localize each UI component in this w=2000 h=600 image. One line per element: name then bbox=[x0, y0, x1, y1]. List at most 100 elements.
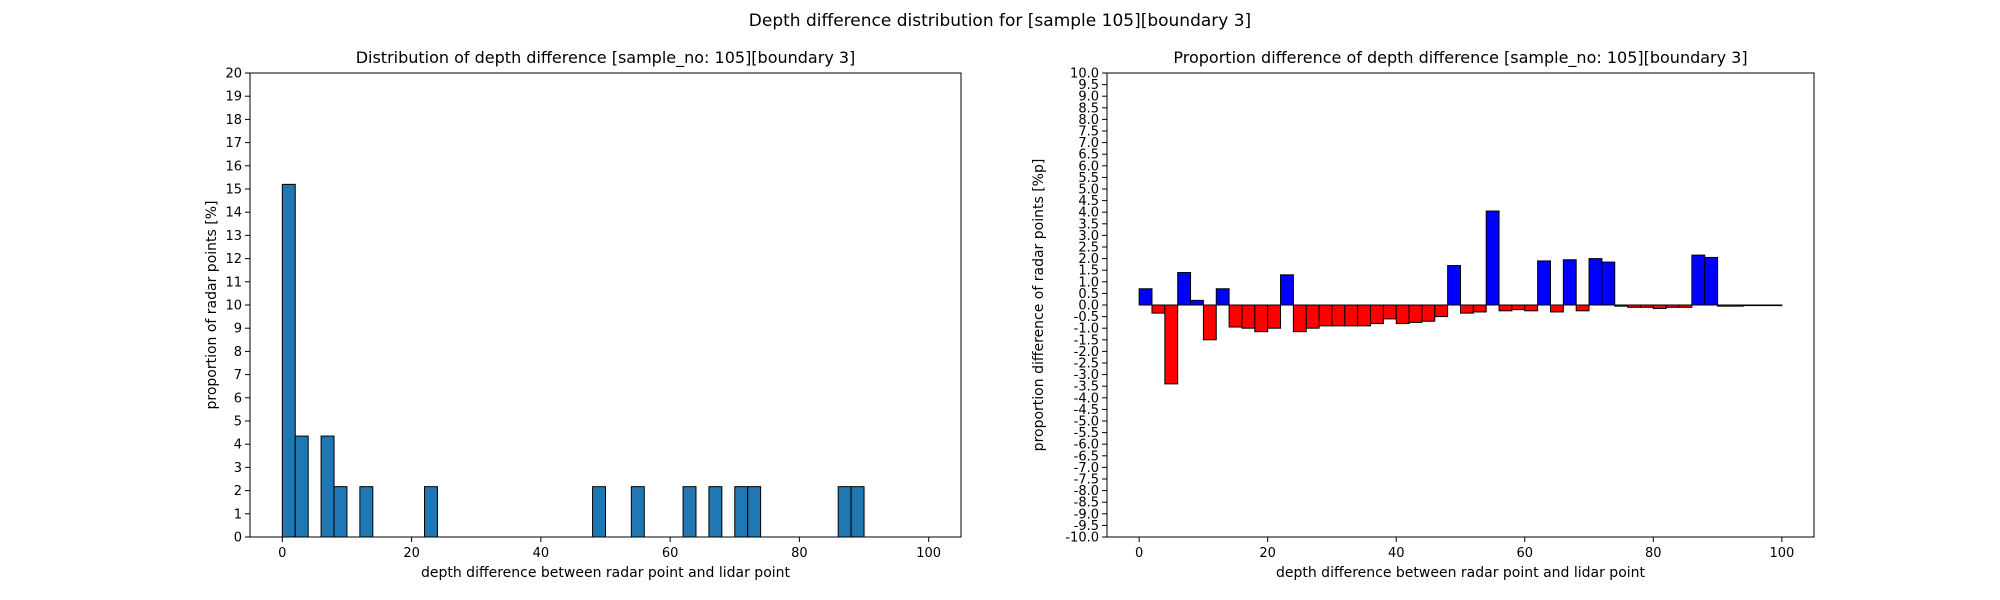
bar bbox=[1228, 304, 1243, 328]
bar bbox=[1614, 304, 1629, 307]
bar bbox=[1318, 304, 1333, 327]
bar bbox=[1549, 304, 1564, 313]
x-tick-label: 0 bbox=[278, 546, 286, 561]
y-tick-label: -7.0 bbox=[1074, 461, 1099, 476]
y-tick-label: -8.0 bbox=[1074, 484, 1099, 499]
bar bbox=[1588, 258, 1603, 306]
figure-suptitle: Depth difference distribution for [sampl… bbox=[749, 11, 1251, 31]
bar bbox=[1524, 304, 1539, 312]
y-tick-label: 12 bbox=[225, 252, 242, 267]
bar bbox=[1138, 288, 1153, 306]
bar bbox=[424, 486, 438, 538]
bar bbox=[1717, 304, 1731, 307]
bar bbox=[1280, 274, 1294, 306]
x-tick-label: 40 bbox=[533, 546, 550, 561]
y-tick-label: 6 bbox=[234, 391, 242, 406]
bar bbox=[1254, 304, 1269, 333]
y-axis-label: proportion difference of radar points [%… bbox=[1031, 159, 1047, 452]
x-axis-label: depth difference between radar point and… bbox=[421, 565, 791, 581]
bar bbox=[1382, 304, 1397, 320]
y-tick-label: 1 bbox=[234, 507, 242, 522]
x-tick-label: 40 bbox=[1388, 546, 1405, 561]
x-tick-label: 80 bbox=[1645, 546, 1662, 561]
bar bbox=[1575, 304, 1590, 312]
y-tick-label: 6.0 bbox=[1078, 159, 1099, 174]
y-tick-label: 20 bbox=[225, 67, 242, 82]
y-tick-label: 8 bbox=[234, 345, 242, 360]
bar bbox=[1485, 210, 1500, 306]
bar bbox=[734, 486, 749, 538]
y-tick-label: 11 bbox=[225, 275, 242, 290]
y-tick-label: -1.0 bbox=[1074, 322, 1099, 337]
y-tick-label: 7.5 bbox=[1078, 125, 1099, 140]
bar bbox=[1447, 265, 1462, 306]
y-tick-label: 4.0 bbox=[1078, 206, 1099, 221]
y-tick-label: 3 bbox=[234, 461, 242, 476]
bar bbox=[1768, 304, 1783, 307]
y-tick-label: 2.5 bbox=[1078, 241, 1099, 256]
y-tick-label: 7 bbox=[234, 368, 242, 383]
bar bbox=[1472, 304, 1487, 313]
bar bbox=[1639, 304, 1654, 308]
y-tick-label: 6.5 bbox=[1078, 148, 1099, 163]
bar bbox=[1665, 304, 1680, 308]
y-tick-label: -9.5 bbox=[1074, 519, 1099, 534]
bar bbox=[1755, 304, 1770, 307]
bar bbox=[1511, 304, 1526, 311]
bar bbox=[1151, 304, 1166, 314]
y-tick-label: -9.0 bbox=[1074, 507, 1099, 522]
bar bbox=[592, 486, 607, 538]
y-tick-label: -7.5 bbox=[1074, 473, 1099, 488]
y-tick-label: 0.0 bbox=[1078, 299, 1099, 314]
bar bbox=[1434, 304, 1449, 318]
bar bbox=[1370, 304, 1384, 325]
y-tick-label: 5 bbox=[234, 415, 242, 430]
y-tick-label: 9.5 bbox=[1078, 78, 1099, 93]
bar bbox=[837, 486, 852, 538]
chart-title: Proportion difference of depth differenc… bbox=[1173, 48, 1747, 68]
y-tick-label: -10.0 bbox=[1065, 531, 1099, 546]
x-tick-label: 80 bbox=[791, 546, 808, 561]
bar bbox=[1202, 304, 1217, 341]
bar bbox=[1627, 304, 1641, 308]
y-tick-label: -3.5 bbox=[1074, 380, 1099, 395]
bar bbox=[682, 486, 697, 538]
y-tick-label: 17 bbox=[225, 136, 242, 151]
y-tick-label: -2.5 bbox=[1074, 357, 1099, 372]
x-tick-label: 60 bbox=[662, 546, 679, 561]
bar bbox=[1395, 304, 1410, 325]
y-tick-label: 5.0 bbox=[1078, 183, 1099, 198]
bar bbox=[1537, 260, 1551, 306]
y-tick-label: -8.5 bbox=[1074, 496, 1099, 511]
axes-frame bbox=[249, 72, 962, 538]
y-tick-label: 10 bbox=[225, 299, 242, 314]
y-tick-label: 8.5 bbox=[1078, 101, 1099, 116]
y-tick-label: 10.0 bbox=[1070, 67, 1099, 82]
y-tick-label: -4.5 bbox=[1074, 403, 1099, 418]
bar bbox=[320, 435, 335, 538]
x-axis-label: depth difference between radar point and… bbox=[1276, 565, 1646, 581]
bar bbox=[1691, 254, 1706, 306]
y-tick-label: -3.0 bbox=[1074, 368, 1099, 383]
y-tick-label: 2 bbox=[234, 484, 242, 499]
y-tick-label: 4 bbox=[234, 438, 242, 453]
x-tick-label: 100 bbox=[916, 546, 941, 561]
y-tick-label: -0.5 bbox=[1074, 310, 1099, 325]
y-tick-label: 16 bbox=[225, 159, 242, 174]
y-tick-label: 19 bbox=[225, 90, 242, 105]
y-tick-label: -6.0 bbox=[1074, 438, 1099, 453]
bar bbox=[1292, 304, 1307, 333]
bar bbox=[1344, 304, 1359, 327]
x-tick-label: 0 bbox=[1135, 546, 1143, 561]
x-tick-label: 60 bbox=[1516, 546, 1533, 561]
bar bbox=[1241, 304, 1256, 329]
y-tick-label: 4.5 bbox=[1078, 194, 1099, 209]
y-tick-label: 1.5 bbox=[1078, 264, 1099, 279]
y-tick-label: -5.5 bbox=[1074, 426, 1099, 441]
bar bbox=[747, 486, 762, 538]
bar bbox=[333, 486, 348, 538]
y-tick-label: 0.5 bbox=[1078, 287, 1099, 302]
bar bbox=[1215, 288, 1230, 306]
bar bbox=[1729, 304, 1744, 307]
y-tick-label: 9.0 bbox=[1078, 90, 1099, 105]
